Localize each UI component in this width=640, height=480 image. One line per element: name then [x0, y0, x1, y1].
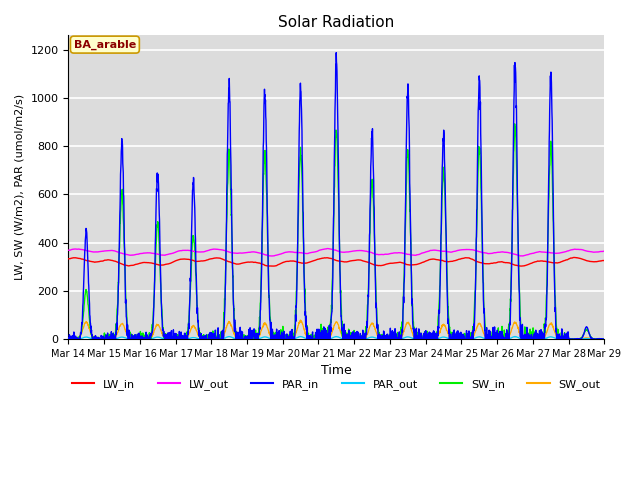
- Legend: LW_in, LW_out, PAR_in, PAR_out, SW_in, SW_out: LW_in, LW_out, PAR_in, PAR_out, SW_in, S…: [68, 374, 605, 394]
- Title: Solar Radiation: Solar Radiation: [278, 15, 394, 30]
- Y-axis label: LW, SW (W/m2), PAR (umol/m2/s): LW, SW (W/m2), PAR (umol/m2/s): [15, 94, 25, 280]
- X-axis label: Time: Time: [321, 364, 352, 377]
- Text: BA_arable: BA_arable: [74, 39, 136, 50]
